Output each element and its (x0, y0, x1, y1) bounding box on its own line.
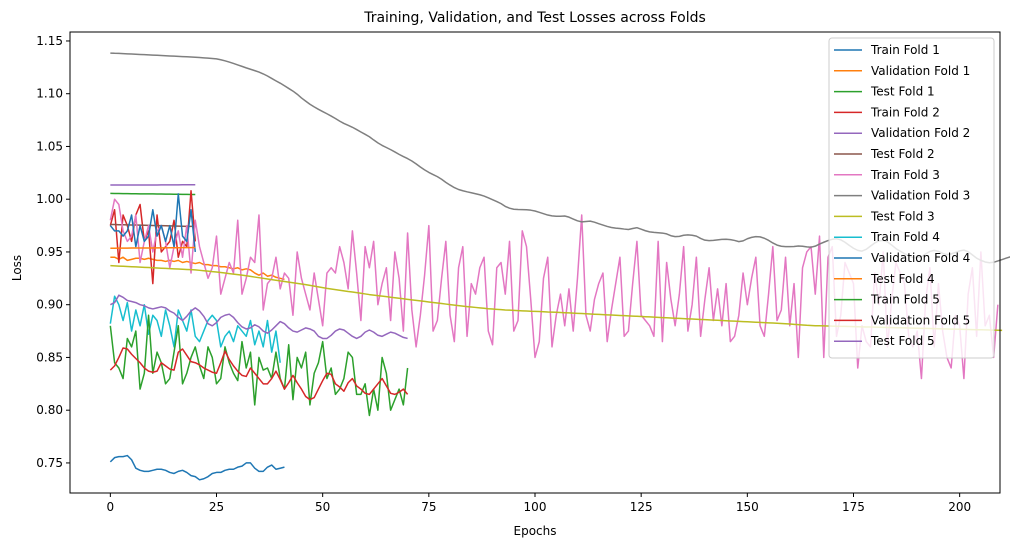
legend-label: Test Fold 3 (870, 209, 935, 223)
series-line-12 (110, 246, 196, 250)
x-tick-label: 25 (209, 500, 224, 514)
x-tick-label: 100 (524, 500, 547, 514)
legend-label: Test Fold 5 (870, 334, 935, 348)
y-tick-label: 0.80 (36, 403, 63, 417)
legend-label: Train Fold 5 (870, 293, 940, 307)
series-line-1 (109, 454, 285, 481)
y-tick-label: 1.00 (36, 192, 63, 206)
y-tick-label: 1.05 (36, 139, 63, 153)
y-tick-label: 0.95 (36, 245, 63, 259)
legend-label: Validation Fold 5 (871, 313, 970, 327)
chart-title: Training, Validation, and Test Losses ac… (363, 10, 706, 26)
y-axis-label: Loss (10, 255, 24, 281)
series-line-14 (109, 347, 409, 401)
x-axis: 0 25 50 75 100 125 150 175 200 (107, 493, 971, 514)
y-tick-label: 0.90 (36, 298, 63, 312)
series-line-3 (110, 192, 196, 196)
legend-label: Validation Fold 2 (871, 126, 970, 140)
x-tick-label: 175 (842, 500, 865, 514)
x-tick-label: 75 (421, 500, 436, 514)
legend-label: Validation Fold 3 (871, 189, 970, 203)
legend-label: Validation Fold 1 (871, 64, 970, 78)
x-tick-label: 200 (948, 500, 971, 514)
y-tick-label: 1.15 (36, 34, 63, 48)
y-tick-label: 0.75 (36, 456, 63, 470)
y-tick-label: 1.10 (36, 87, 63, 101)
series-line-11 (109, 193, 197, 253)
legend-label: Validation Fold 4 (871, 251, 970, 265)
legend-label: Train Fold 3 (870, 168, 940, 182)
legend-label: Train Fold 1 (870, 43, 940, 57)
y-axis: 0.75 0.80 0.85 0.90 0.95 1.00 1.05 1.10 1.15 (36, 34, 70, 470)
legend-label: Test Fold 4 (870, 272, 935, 286)
legend-label: Test Fold 2 (870, 147, 935, 161)
series-line-15 (110, 294, 408, 340)
legend-label: Train Fold 2 (870, 105, 940, 119)
legend-label: Train Fold 4 (870, 230, 940, 244)
y-tick-label: 0.85 (36, 350, 63, 364)
legend: Train Fold 1 Validation Fold 1 Test Fold 1… (828, 37, 995, 359)
legend-box (828, 37, 995, 359)
x-tick-label: 50 (315, 500, 330, 514)
x-axis-label: Epochs (514, 524, 557, 538)
x-tick-label: 0 (107, 500, 115, 514)
x-tick-label: 125 (630, 500, 653, 514)
series-line-13 (109, 314, 409, 417)
legend-label: Test Fold 1 (870, 85, 935, 99)
x-tick-label: 150 (736, 500, 759, 514)
series-line-10 (109, 295, 281, 363)
